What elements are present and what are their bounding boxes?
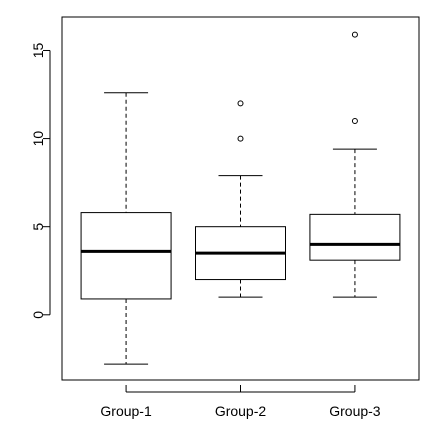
box-group-group-3 (309, 31, 401, 298)
x-tick-label: Group-2 (215, 403, 267, 419)
iqr-box (80, 212, 172, 300)
outlier-point (351, 31, 358, 38)
iqr-box (309, 213, 401, 261)
x-tick-label: Group-3 (329, 403, 381, 419)
box-group-group-1 (80, 92, 172, 365)
outlier-point (237, 135, 244, 142)
outlier-point (237, 100, 244, 107)
outlier-point (351, 117, 358, 124)
y-tick-label: 15 (30, 42, 46, 58)
x-tick-label: Group-1 (100, 403, 152, 419)
plot-frame (61, 16, 420, 381)
y-tick-label: 5 (30, 223, 46, 231)
y-tick-label: 10 (30, 131, 46, 147)
y-axis: 0 5 10 15 (30, 42, 51, 319)
boxes-layer (80, 31, 401, 365)
box-group-group-2 (195, 100, 286, 298)
y-tick-label: 0 (30, 311, 46, 319)
x-axis: Group-1 Group-2 Group-3 (100, 385, 381, 419)
